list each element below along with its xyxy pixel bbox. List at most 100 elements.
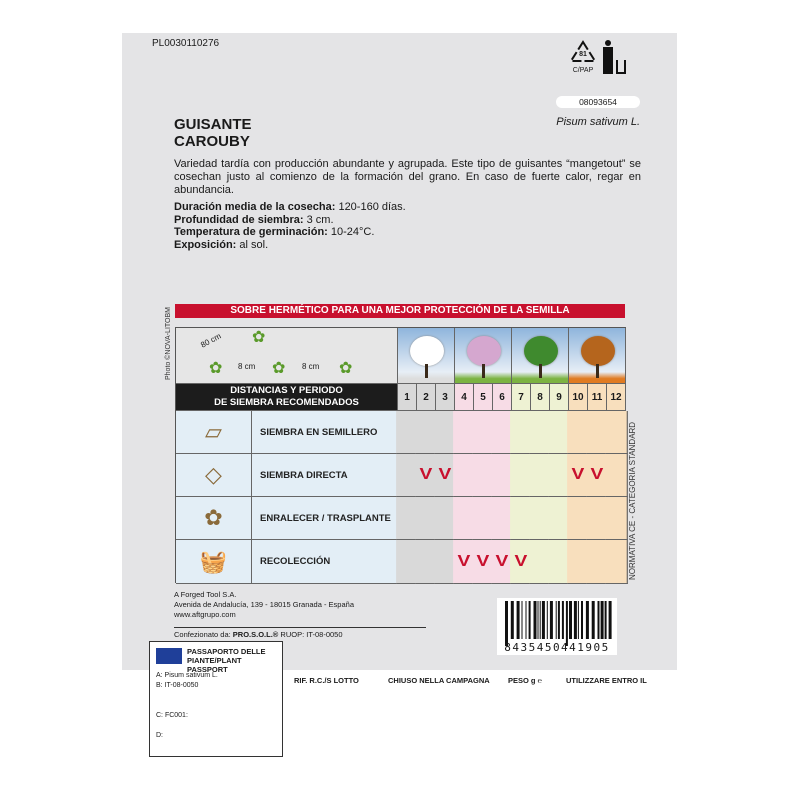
calendar-cell xyxy=(605,497,628,540)
passport-ab: A: Pisum sativum L. B: IT-08-0050 xyxy=(156,672,218,689)
barcode-bar xyxy=(561,601,564,639)
barcode-bar xyxy=(577,601,579,639)
sowing-calendar: 80 cm 8 cm 8 cm ✿ ✿ ✿ ✿ DISTANCIAS Y PER… xyxy=(175,327,628,584)
campaign-label: CHIUSO NELLA CAMPAGNA xyxy=(388,676,490,685)
barcode-bar xyxy=(533,601,537,639)
month-header: 9 xyxy=(550,384,569,411)
barcode-bar xyxy=(516,601,520,639)
hermetic-banner: SOBRE HERMÉTICO PARA UNA MEJOR PROTECCIÓ… xyxy=(175,304,625,318)
calendar-row-label: SIEMBRA EN SEMILLERO xyxy=(252,411,398,454)
month-header: 5 xyxy=(474,384,493,411)
month-header: 8 xyxy=(531,384,550,411)
fact-temperature: Temperatura de germinación: 10-24°C. xyxy=(174,226,375,238)
season-tree-image xyxy=(512,328,569,384)
barcode-bar xyxy=(581,601,583,639)
company-website: www.aftgrupo.com xyxy=(174,610,236,619)
check-mark-icon: V xyxy=(472,540,495,584)
photo-credit: Photo ©NOVA-LITOBM xyxy=(165,307,172,380)
barcode-bar xyxy=(608,601,612,639)
barcode-bar xyxy=(600,601,604,639)
calendar-cell xyxy=(605,454,628,497)
check-mark-icon: V xyxy=(586,454,609,497)
company-address: Avenida de Andalucía, 139 - 18015 Granad… xyxy=(174,600,354,609)
calendar-cell xyxy=(605,411,628,454)
passport-c: C: FC001: xyxy=(156,712,188,719)
product-title: GUISANTE CAROUBY xyxy=(174,116,252,150)
month-header: 1 xyxy=(398,384,417,411)
tree-trunk xyxy=(482,364,485,378)
weight-label: PESO g ℮ xyxy=(508,676,543,685)
plant-spacing-label: 8 cm xyxy=(238,362,256,371)
lot-label: RIF. R.C./S LOTTO xyxy=(294,676,359,685)
barcode-bar xyxy=(505,601,508,646)
tree-trunk xyxy=(596,364,599,378)
company-info: A Forged Tool S.A. Avenida de Andalucía, … xyxy=(174,590,354,620)
calendar-row-label: ENRALECER / TRASPLANTE xyxy=(252,497,398,540)
month-header: 7 xyxy=(512,384,531,411)
product-code: PL0030110276 xyxy=(152,38,220,49)
lettuce-icon: ✿ xyxy=(209,360,223,377)
tree-icon xyxy=(581,336,615,366)
norm-label: NORMATIVA CE - CATEGORIA STANDARD xyxy=(628,421,637,580)
barcode-bar xyxy=(565,601,568,646)
transplant-icon: ✿ xyxy=(176,497,252,540)
latin-name: Pisum sativum L. xyxy=(556,116,640,128)
barcode-bar xyxy=(521,601,523,639)
plant-spacing-label: 8 cm xyxy=(302,362,320,371)
barcode-bar xyxy=(585,601,589,639)
calendar-header: DISTANCIAS Y PERIODO DE SIEMBRA RECOMENDA… xyxy=(176,384,398,411)
month-header: 12 xyxy=(607,384,626,411)
season-tree-image xyxy=(398,328,455,384)
recycle-code: 81 xyxy=(579,51,587,58)
lettuce-icon: ✿ xyxy=(272,360,286,377)
plant-passport: PASSAPORTO DELLE PIANTE/PLANT PASSPORT A:… xyxy=(149,641,283,757)
calendar-row-label: SIEMBRA DIRECTA xyxy=(252,454,398,497)
use-by-label: UTILIZZARE ENTRO IL xyxy=(566,676,647,685)
barcode-bar xyxy=(604,601,607,639)
divider xyxy=(174,627,426,628)
barcode-bar xyxy=(573,601,577,639)
direct-sowing-icon: ◇ xyxy=(176,454,252,497)
calendar-row-label: RECOLECCIÓN xyxy=(252,540,398,584)
spacing-diagram: 80 cm 8 cm 8 cm ✿ ✿ ✿ ✿ xyxy=(176,328,398,384)
season-tree-image xyxy=(569,328,626,384)
calendar-cell xyxy=(605,540,628,584)
barcode-bar xyxy=(510,601,514,639)
month-header: 2 xyxy=(417,384,436,411)
barcode-bar xyxy=(549,601,553,639)
tree-trunk xyxy=(539,364,542,378)
barcode-bar xyxy=(557,601,560,639)
seed-tray-icon: ▱ xyxy=(176,411,252,454)
barcode-bar xyxy=(539,601,541,639)
check-mark-icon: V xyxy=(510,540,533,584)
passport-d: D: xyxy=(156,732,163,739)
barcode-bar xyxy=(528,601,531,639)
month-header: 10 xyxy=(569,384,588,411)
passport-title: PASSAPORTO DELLE PIANTE/PLANT PASSPORT xyxy=(187,647,266,674)
recycle-material: C/PAP xyxy=(572,67,594,74)
eu-flag-icon xyxy=(156,648,182,664)
month-header: 6 xyxy=(493,384,512,411)
description: Variedad tardía con producción abundante… xyxy=(174,158,641,196)
fact-harvest: Duración media de la cosecha: 120-160 dí… xyxy=(174,201,406,213)
lettuce-icon: ✿ xyxy=(252,329,266,346)
company-name: A Forged Tool S.A. xyxy=(174,590,237,599)
barcode-bar xyxy=(597,601,600,639)
tree-icon xyxy=(524,336,558,366)
growing-facts: Duración media de la cosecha: 120-160 dí… xyxy=(174,201,406,251)
harvest-basket-icon: 🧺 xyxy=(176,540,252,584)
row-spacing-label: 80 cm xyxy=(199,331,223,350)
month-header: 11 xyxy=(588,384,607,411)
barcode: 8435450441905 xyxy=(497,598,617,655)
tree-trunk xyxy=(425,364,428,378)
barcode-bar xyxy=(591,601,595,639)
barcode-bar xyxy=(555,601,557,639)
fact-depth: Profundidad de siembra: 3 cm. xyxy=(174,213,334,226)
recycle-icon: 81 C/PAP xyxy=(566,40,600,76)
tree-icon xyxy=(410,336,444,366)
season-tree-image xyxy=(455,328,512,384)
barcode-bar xyxy=(525,601,527,639)
barcode-bar xyxy=(541,601,545,639)
lettuce-icon: ✿ xyxy=(339,360,353,377)
packed-by: Confezionato da: PRO.S.O.L.® RUOP: IT-08… xyxy=(174,630,343,639)
